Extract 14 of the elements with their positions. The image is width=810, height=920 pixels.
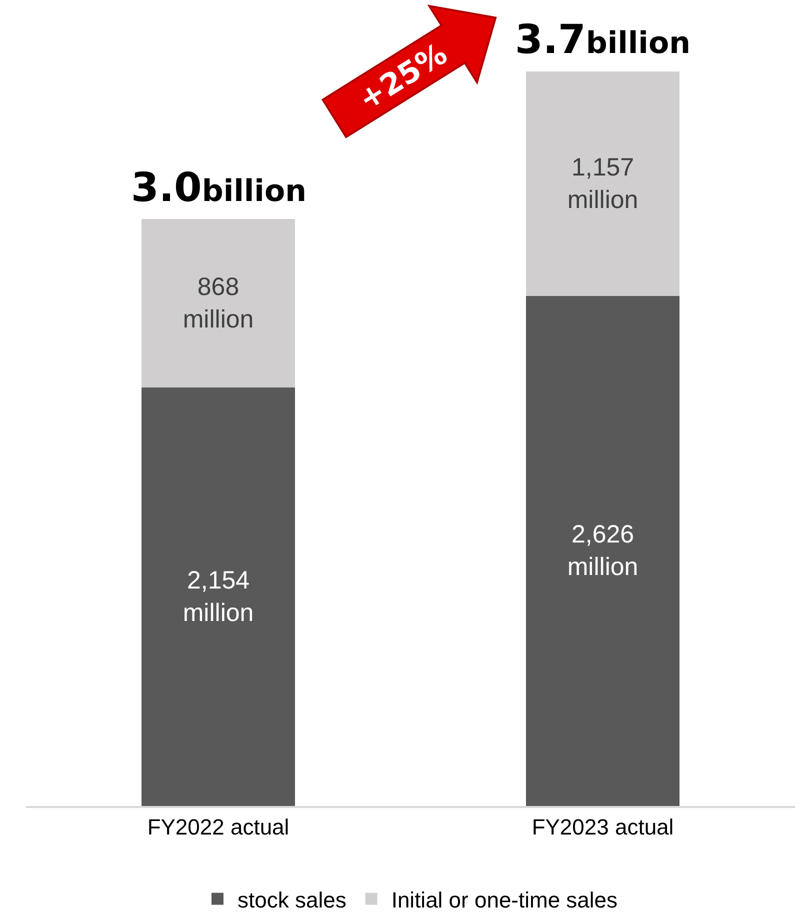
x-tick-label: FY2022 actual <box>147 814 290 840</box>
x-tick-label: FY2023 actual <box>532 814 674 840</box>
bar <box>526 296 680 806</box>
legend-label: stock sales <box>238 887 346 912</box>
bar <box>526 71 680 296</box>
bar <box>141 219 296 388</box>
legend-label: Initial or one-time sales <box>391 887 618 912</box>
data-label: 2,626 million <box>567 520 638 582</box>
bar <box>141 388 296 806</box>
data-label: 1,157 million <box>567 153 638 214</box>
data-label: 2,154 million <box>182 566 254 628</box>
data-label: 868 million <box>182 273 254 334</box>
total-label: 3.7billion <box>515 17 690 63</box>
total-label: 3.0billion <box>131 165 306 211</box>
